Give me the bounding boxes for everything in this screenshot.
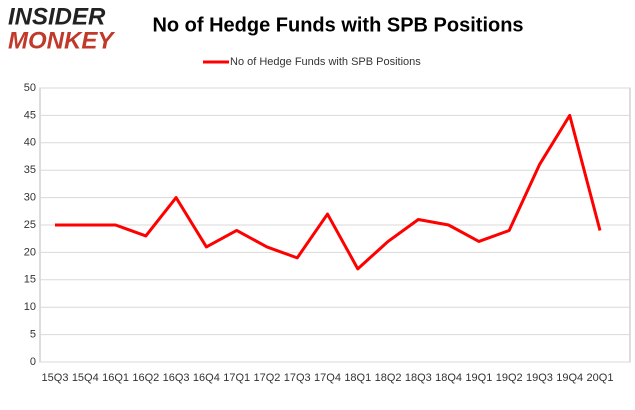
logo-line2: MONKEY bbox=[8, 27, 115, 54]
y-tick-label: 10 bbox=[24, 301, 36, 313]
x-tick-label: 16Q4 bbox=[193, 372, 220, 384]
y-tick-label: 45 bbox=[24, 109, 36, 121]
x-tick-label: 16Q3 bbox=[163, 372, 190, 384]
x-tick-label: 15Q3 bbox=[42, 372, 69, 384]
y-tick-label: 35 bbox=[24, 164, 36, 176]
x-tick-label: 18Q3 bbox=[405, 372, 432, 384]
x-tick-label: 17Q2 bbox=[253, 372, 280, 384]
y-tick-label: 20 bbox=[24, 246, 36, 258]
x-tick-label: 16Q1 bbox=[102, 372, 129, 384]
x-tick-label: 19Q3 bbox=[526, 372, 553, 384]
x-tick-label: 19Q1 bbox=[465, 372, 492, 384]
y-tick-label: 30 bbox=[24, 192, 36, 204]
y-tick-label: 25 bbox=[24, 219, 36, 231]
x-tick-label: 18Q2 bbox=[375, 372, 402, 384]
x-tick-label: 16Q2 bbox=[132, 372, 159, 384]
legend-label: No of Hedge Funds with SPB Positions bbox=[230, 56, 421, 68]
x-tick-label: 19Q4 bbox=[556, 372, 583, 384]
x-tick-label: 15Q4 bbox=[72, 372, 99, 384]
x-tick-label: 17Q3 bbox=[284, 372, 311, 384]
y-tick-label: 5 bbox=[30, 329, 36, 341]
x-tick-label: 17Q1 bbox=[223, 372, 250, 384]
y-tick-label: 0 bbox=[30, 356, 36, 368]
data-line bbox=[55, 113, 602, 271]
logo-line1: INSIDER bbox=[8, 3, 106, 30]
y-tick-label: 50 bbox=[24, 82, 36, 94]
x-tick-label: 19Q2 bbox=[496, 372, 523, 384]
x-tick-label: 18Q4 bbox=[435, 372, 462, 384]
x-tick-label: 17Q4 bbox=[314, 372, 341, 384]
y-tick-label: 40 bbox=[24, 137, 36, 149]
x-tick-label: 20Q1 bbox=[587, 372, 614, 384]
x-tick-label: 18Q1 bbox=[344, 372, 371, 384]
chart-title: No of Hedge Funds with SPB Positions bbox=[152, 14, 523, 36]
y-tick-label: 15 bbox=[24, 274, 36, 286]
